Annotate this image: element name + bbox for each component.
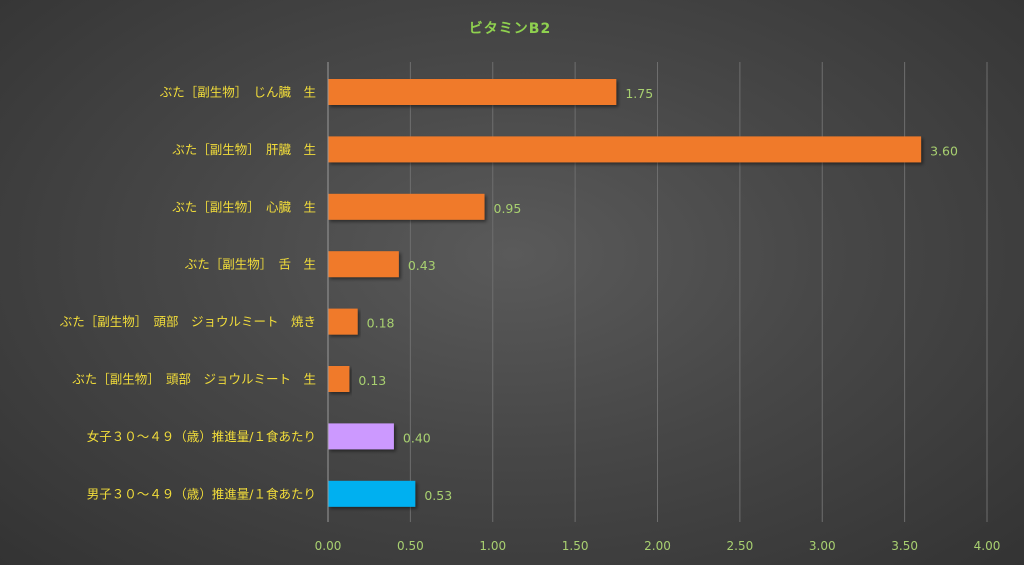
x-tick-label: 4.00 [974, 539, 1001, 553]
data-label: 0.53 [424, 488, 452, 503]
category-label: 男子３０～４９（歳）推進量/１食あたり [87, 486, 316, 501]
bar [328, 366, 350, 392]
category-label: ぶた［副生物］ 肝臓 生 [172, 142, 316, 157]
chart-title: ビタミンB2 [469, 21, 551, 37]
bar [328, 480, 416, 507]
data-labels: 1.75 3.60 0.95 0.43 0.18 0.13 0.40 0.53 [358, 86, 958, 503]
data-label: 1.75 [625, 86, 653, 101]
gridlines [409, 62, 988, 522]
data-label: 3.60 [930, 143, 958, 158]
category-label: 女子３０～４９（歳）推進量/１食あたり [87, 429, 316, 444]
category-label: ぶた［副生物］ 心臓 生 [172, 199, 316, 214]
category-label: ぶた［副生物］ 舌 生 [185, 257, 316, 272]
category-labels: ぶた［副生物］ じん臓 生ぶた［副生物］ 肝臓 生ぶた［副生物］ 心臓 生ぶた［… [60, 85, 316, 502]
bar [328, 193, 485, 220]
data-label: 0.40 [403, 430, 431, 445]
x-tick-label: 2.50 [727, 539, 754, 553]
x-axis-tick-labels: 0.00 0.50 1.00 1.50 2.00 2.50 3.00 3.50 4.00 [315, 539, 1001, 553]
bar [328, 136, 922, 163]
data-label: 0.95 [494, 201, 522, 216]
bar [328, 79, 617, 105]
category-label: ぶた［副生物］ じん臓 生 [160, 85, 316, 100]
x-tick-label: 3.50 [891, 539, 918, 553]
bar [328, 423, 394, 450]
x-tick-label: 0.50 [397, 539, 424, 553]
bars [328, 79, 922, 507]
x-tick-label: 0.00 [315, 539, 342, 553]
x-tick-label: 1.50 [562, 539, 589, 553]
category-label: ぶた［副生物］ 頭部 ジョウルミート 生 [72, 372, 316, 387]
bar [328, 251, 399, 278]
data-label: 0.13 [358, 373, 386, 388]
x-tick-label: 3.00 [809, 539, 836, 553]
category-label: ぶた［副生物］ 頭部 ジョウルミート 焼き [60, 314, 316, 329]
bar [328, 308, 358, 335]
data-label: 0.43 [408, 258, 436, 273]
data-label: 0.18 [367, 316, 395, 331]
x-tick-label: 1.00 [479, 539, 506, 553]
x-tick-label: 2.00 [644, 539, 671, 553]
